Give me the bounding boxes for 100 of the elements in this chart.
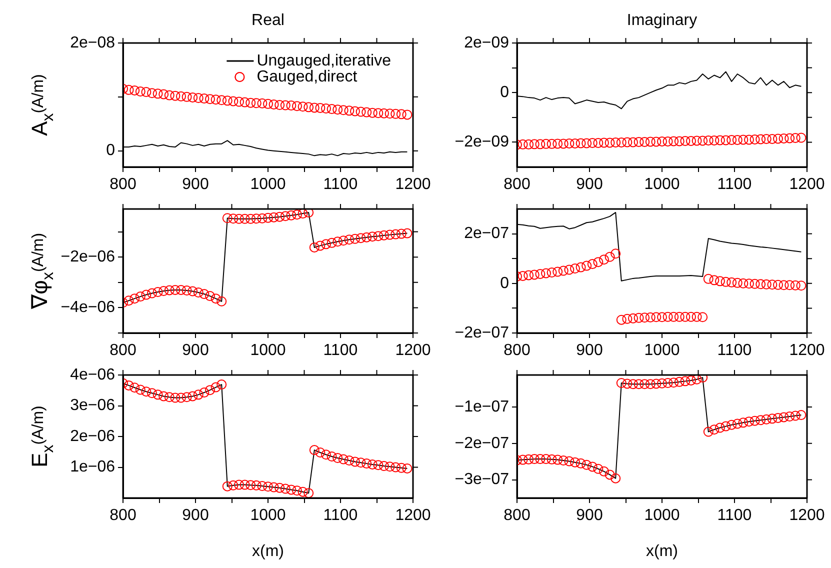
point [246,214,256,224]
point [587,259,598,270]
x-tick-label: 1200 [789,342,825,360]
point [280,484,290,494]
point [228,214,238,224]
point [182,392,192,402]
point [796,280,806,291]
point [205,291,215,302]
point [390,229,401,240]
x-tick-label: 1000 [250,342,286,360]
point [529,454,540,464]
point [367,108,378,118]
point [784,280,795,290]
y-tick-label: 4e−06 [70,366,116,384]
x-tick-label: 1200 [395,342,431,360]
point [124,296,134,306]
point [326,238,337,248]
point [234,214,244,224]
point [593,257,604,268]
point [756,415,766,426]
point [680,376,690,386]
x-tick-label: 1000 [250,176,286,194]
point [599,466,609,476]
point [773,280,783,290]
point [535,268,546,279]
point [257,213,268,224]
chart-title: Real [252,12,284,29]
point [205,385,215,396]
point [257,481,268,492]
x-tick-label: 800 [504,176,530,194]
point [321,104,331,114]
point [309,102,320,113]
point [686,375,696,386]
point [564,264,574,275]
point [338,454,348,464]
y-tick-label: −2e−07 [454,324,510,342]
y-axis-title: Ax(A/m) [27,74,57,136]
x-tick-label: 1100 [323,507,358,524]
point [761,279,772,290]
point [622,378,632,389]
point [773,412,783,423]
point [199,289,210,300]
point [796,410,806,420]
point [124,84,134,95]
point [709,424,720,435]
point [732,278,742,288]
point [367,232,378,242]
point [292,101,302,112]
point [524,270,534,280]
point [686,312,696,322]
point [344,455,354,466]
point [756,279,766,290]
x-tick-label: 800 [504,507,530,524]
point [778,280,789,290]
point [251,98,262,108]
point [152,390,163,400]
point [680,312,690,322]
point [130,294,140,304]
point [228,96,238,106]
point [379,230,389,240]
point [390,108,401,119]
point [698,375,708,383]
point [240,480,250,490]
x-tick-label: 800 [110,507,136,524]
x-tick-label: 1000 [250,507,286,524]
point [651,312,662,322]
point [790,280,800,290]
point [286,210,296,220]
point [210,94,221,105]
point [582,260,592,271]
point [188,92,198,102]
point [332,236,343,247]
point [396,228,406,239]
point [164,285,174,296]
x-axis-title: x(m) [252,543,284,560]
point [373,108,384,118]
point [610,473,621,484]
point [373,460,384,470]
point [668,378,679,388]
point [564,456,574,466]
point [535,454,546,464]
point [622,314,632,324]
point [304,209,314,218]
point [657,378,667,388]
point [396,462,406,473]
point [784,411,795,422]
y-axis-title: Ex(A/m) [27,406,57,468]
point [152,88,163,99]
point [402,463,412,474]
point [634,312,644,323]
point [570,457,580,468]
point [750,416,760,426]
point [193,288,204,298]
point [344,106,354,116]
point [767,280,778,290]
point [147,288,157,298]
x-tick-label: 1100 [717,342,752,360]
point [193,92,204,103]
point [674,376,684,387]
x-axis-title: x(m) [646,543,678,560]
